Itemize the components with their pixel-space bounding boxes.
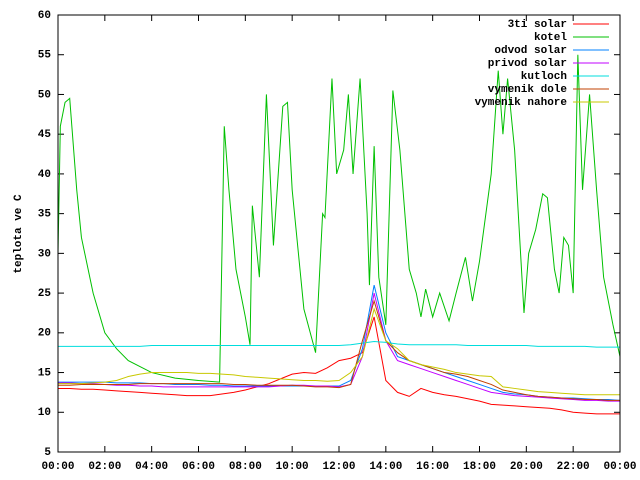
series-line — [58, 316, 620, 415]
y-tick-label: 60 — [38, 10, 51, 22]
y-tick-label: 55 — [38, 50, 52, 62]
legend-label: odvod solar — [494, 45, 567, 57]
x-tick-label: 04:00 — [135, 461, 168, 473]
y-tick-label: 30 — [38, 248, 51, 260]
y-tick-label: 20 — [38, 328, 51, 340]
legend-label: kotel — [534, 32, 567, 44]
legend-label: vymenik nahore — [475, 97, 568, 109]
legend-label: kutloch — [521, 71, 567, 83]
y-tick-label: 45 — [38, 129, 52, 141]
series-line — [58, 299, 620, 401]
legend-label: vymenik dole — [488, 84, 568, 96]
series-line — [58, 341, 620, 348]
y-tick-label: 5 — [44, 447, 51, 459]
series-line — [57, 54, 621, 383]
y-tick-label: 15 — [38, 367, 52, 379]
legend-label: 3ti solar — [508, 19, 567, 31]
x-tick-label: 22:00 — [557, 461, 590, 473]
x-tick-label: 00:00 — [603, 461, 636, 473]
plot-frame — [57, 14, 621, 453]
x-tick-label: 18:00 — [463, 461, 496, 473]
x-tick-label: 08:00 — [229, 461, 262, 473]
x-tick-label: 14:00 — [369, 461, 402, 473]
y-tick-label: 10 — [38, 407, 51, 419]
y-tick-label: 40 — [38, 169, 51, 181]
y-tick-label: 25 — [38, 288, 52, 300]
y-axis-label: teplota ve C — [13, 194, 25, 274]
y-tick-label: 50 — [38, 89, 51, 101]
x-tick-label: 02:00 — [88, 461, 121, 473]
x-tick-label: 12:00 — [322, 461, 355, 473]
x-tick-label: 16:00 — [416, 461, 449, 473]
legend-label: privod solar — [488, 58, 567, 70]
x-tick-label: 20:00 — [510, 461, 543, 473]
x-tick-label: 06:00 — [182, 461, 215, 473]
series-line — [58, 307, 620, 396]
series-line — [58, 292, 620, 402]
x-tick-label: 00:00 — [41, 461, 74, 473]
x-tick-label: 10:00 — [276, 461, 309, 473]
y-tick-label: 35 — [38, 209, 52, 221]
